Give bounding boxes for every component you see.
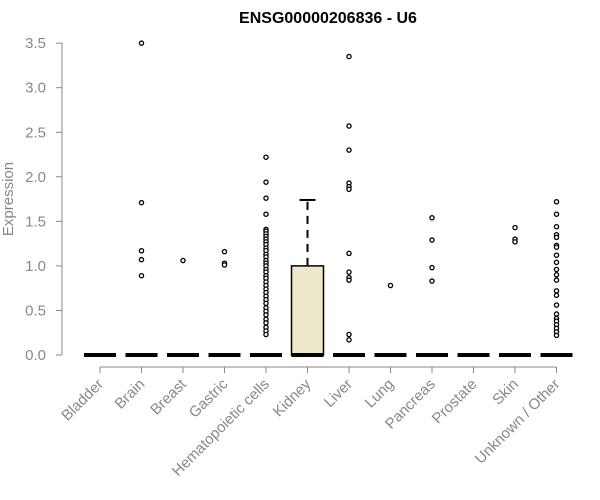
outlier-point bbox=[138, 40, 145, 46]
outlier-point bbox=[346, 250, 352, 257]
outlier-point bbox=[553, 198, 560, 205]
outlier-point bbox=[263, 320, 269, 326]
category-label: Lung bbox=[362, 376, 398, 412]
outlier-point bbox=[346, 147, 352, 153]
outlier-points bbox=[138, 40, 560, 343]
outlier-point bbox=[180, 257, 186, 264]
y-tick-label: 2.5 bbox=[25, 124, 46, 141]
outlier-point bbox=[346, 186, 352, 193]
outlier-point bbox=[553, 252, 560, 258]
outlier-point bbox=[553, 311, 560, 317]
y-tick-label: 0.0 bbox=[25, 347, 46, 364]
y-axis-label: Expression bbox=[0, 162, 17, 236]
outlier-point bbox=[138, 199, 145, 206]
outlier-point bbox=[346, 123, 352, 129]
outlier-point bbox=[387, 282, 394, 289]
y-tick-label: 0.5 bbox=[25, 302, 46, 319]
outlier-point bbox=[512, 224, 518, 231]
category-label: Prostate bbox=[429, 376, 481, 428]
outlier-point bbox=[263, 312, 269, 318]
outlier-point bbox=[346, 277, 352, 283]
category-label: Brain bbox=[112, 376, 149, 413]
outlier-point bbox=[553, 332, 560, 339]
y-tick-label: 3.0 bbox=[25, 80, 46, 97]
outlier-point bbox=[221, 262, 228, 268]
chart-title: ENSG00000206836 - U6 bbox=[239, 10, 417, 27]
outlier-point bbox=[221, 248, 228, 255]
outlier-point bbox=[553, 277, 560, 283]
axes: 0.0 0.5 1.0 1.5 2.0 2.5 3.0 3.5 bbox=[25, 35, 557, 373]
category-label: Liver bbox=[321, 376, 356, 411]
y-tick-label: 2.0 bbox=[25, 169, 46, 186]
y-tick-label: 3.5 bbox=[25, 35, 46, 52]
outlier-point bbox=[429, 278, 435, 284]
outlier-point bbox=[553, 211, 560, 217]
outlier-point bbox=[346, 337, 352, 343]
outlier-point bbox=[263, 211, 269, 217]
y-tick-label: 1.5 bbox=[25, 213, 46, 230]
outlier-point bbox=[553, 272, 560, 278]
outlier-point bbox=[553, 234, 560, 241]
boxes bbox=[84, 198, 573, 357]
outlier-point bbox=[138, 256, 145, 263]
category-label: Bladder bbox=[58, 376, 107, 425]
outlier-point bbox=[512, 239, 518, 245]
outlier-point bbox=[346, 53, 352, 60]
outlier-point bbox=[263, 154, 269, 160]
outlier-point bbox=[429, 264, 435, 271]
outlier-point bbox=[553, 244, 560, 250]
outlier-point bbox=[429, 237, 435, 243]
category-label: Skin bbox=[489, 376, 522, 409]
outlier-point bbox=[553, 292, 560, 299]
outlier-point bbox=[553, 223, 560, 230]
outlier-point bbox=[553, 266, 560, 273]
box bbox=[290, 265, 325, 356]
outlier-point bbox=[263, 179, 269, 185]
outlier-point bbox=[138, 272, 145, 279]
outlier-point bbox=[263, 331, 269, 338]
outlier-point bbox=[263, 195, 269, 201]
outlier-point bbox=[346, 269, 352, 275]
outlier-point bbox=[429, 215, 435, 221]
outlier-point bbox=[553, 259, 560, 266]
category-label: Kidney bbox=[270, 375, 315, 420]
y-tick-label: 1.0 bbox=[25, 258, 46, 275]
outlier-point bbox=[553, 288, 560, 294]
category-label: Breast bbox=[147, 375, 190, 418]
outlier-point bbox=[553, 302, 560, 308]
outlier-point bbox=[138, 248, 145, 254]
outlier-point bbox=[346, 331, 352, 338]
outlier-point bbox=[263, 300, 269, 307]
